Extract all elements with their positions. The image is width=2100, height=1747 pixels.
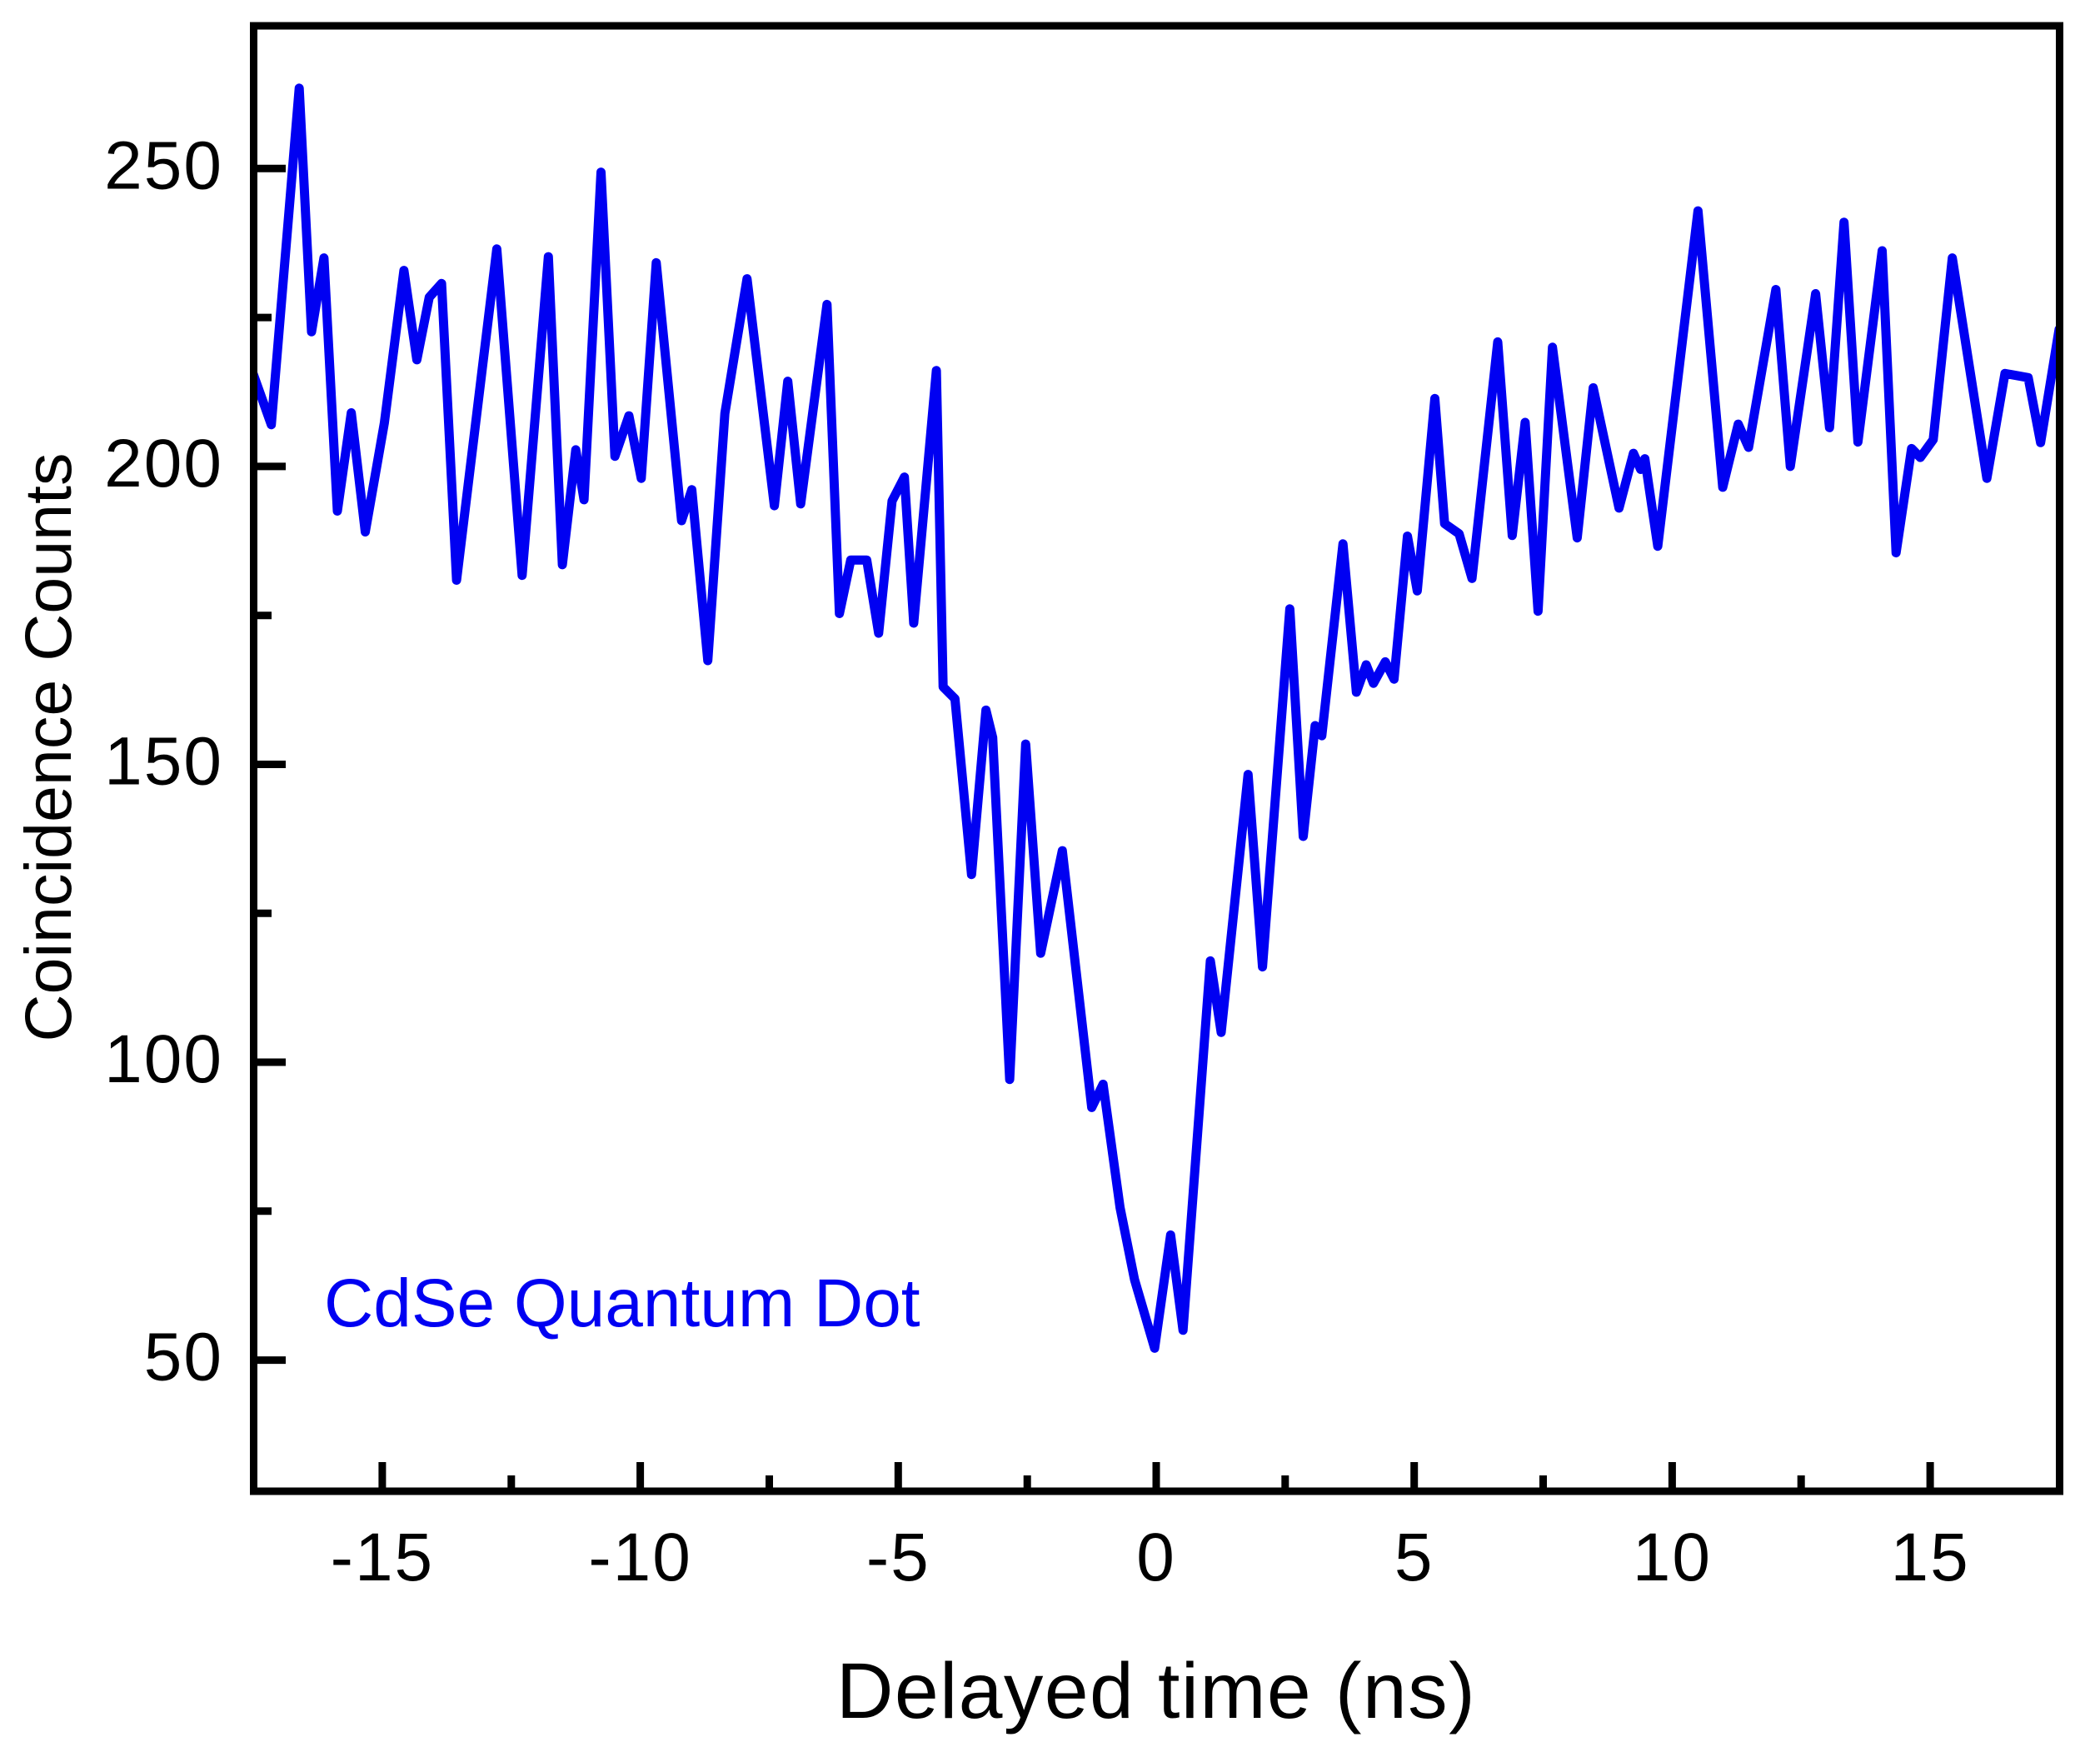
svg-text:50: 50	[144, 1320, 223, 1395]
svg-text:CdSe Quantum Dot: CdSe Quantum Dot	[324, 1265, 920, 1341]
svg-text:0: 0	[1136, 1520, 1176, 1595]
svg-text:150: 150	[104, 724, 223, 800]
svg-text:-15: -15	[331, 1520, 435, 1595]
svg-text:15: 15	[1890, 1520, 1969, 1595]
svg-text:-5: -5	[866, 1520, 930, 1595]
svg-text:100: 100	[104, 1021, 223, 1097]
svg-text:10: 10	[1633, 1520, 1712, 1595]
svg-text:-10: -10	[588, 1520, 692, 1595]
svg-text:250: 250	[104, 127, 223, 203]
svg-text:Coincidence Counts: Coincidence Counts	[11, 452, 85, 1041]
svg-text:200: 200	[104, 426, 223, 502]
svg-text:5: 5	[1394, 1520, 1434, 1595]
svg-text:Delayed time (ns): Delayed time (ns)	[836, 1647, 1476, 1735]
